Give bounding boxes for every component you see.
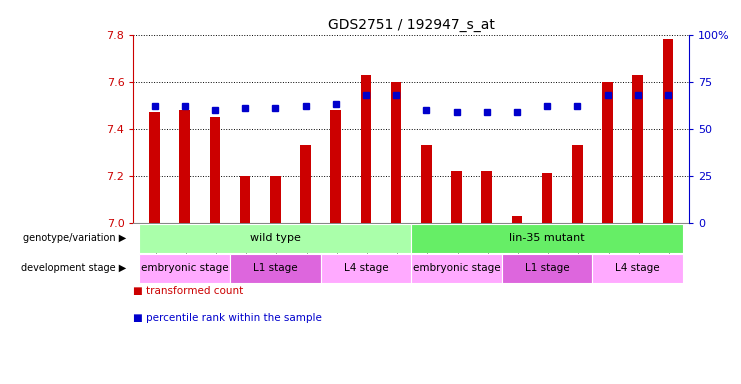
Bar [411,254,502,283]
Bar [482,171,492,223]
Text: ■ transformed count: ■ transformed count [133,286,244,296]
Text: lin-35 mutant: lin-35 mutant [509,233,585,243]
Bar [149,112,160,223]
Bar [179,110,190,223]
Bar [411,224,683,253]
Text: wild type: wild type [250,233,301,243]
Text: L1 stage: L1 stage [525,263,570,273]
Bar [602,82,613,223]
Text: ■ percentile rank within the sample: ■ percentile rank within the sample [133,313,322,323]
Bar [451,171,462,223]
Bar [321,254,411,283]
Text: L4 stage: L4 stage [616,263,660,273]
Bar [512,216,522,223]
Bar [330,110,341,223]
Text: L4 stage: L4 stage [344,263,388,273]
Bar [391,82,402,223]
Title: GDS2751 / 192947_s_at: GDS2751 / 192947_s_at [328,18,495,32]
Bar [270,176,281,223]
Bar [593,254,683,283]
Bar [300,145,310,223]
Bar [230,254,321,283]
Bar [139,224,411,253]
Bar [572,145,582,223]
Text: embryonic stage: embryonic stage [413,263,500,273]
Bar [421,145,432,223]
Bar [139,254,230,283]
Bar [210,117,220,223]
Bar [361,74,371,223]
Bar [240,176,250,223]
Bar [633,74,643,223]
Text: embryonic stage: embryonic stage [141,263,228,273]
Bar [662,39,674,223]
Text: development stage ▶: development stage ▶ [21,263,126,273]
Text: L1 stage: L1 stage [253,263,298,273]
Text: genotype/variation ▶: genotype/variation ▶ [23,233,126,243]
Bar [502,254,593,283]
Bar [542,173,553,223]
